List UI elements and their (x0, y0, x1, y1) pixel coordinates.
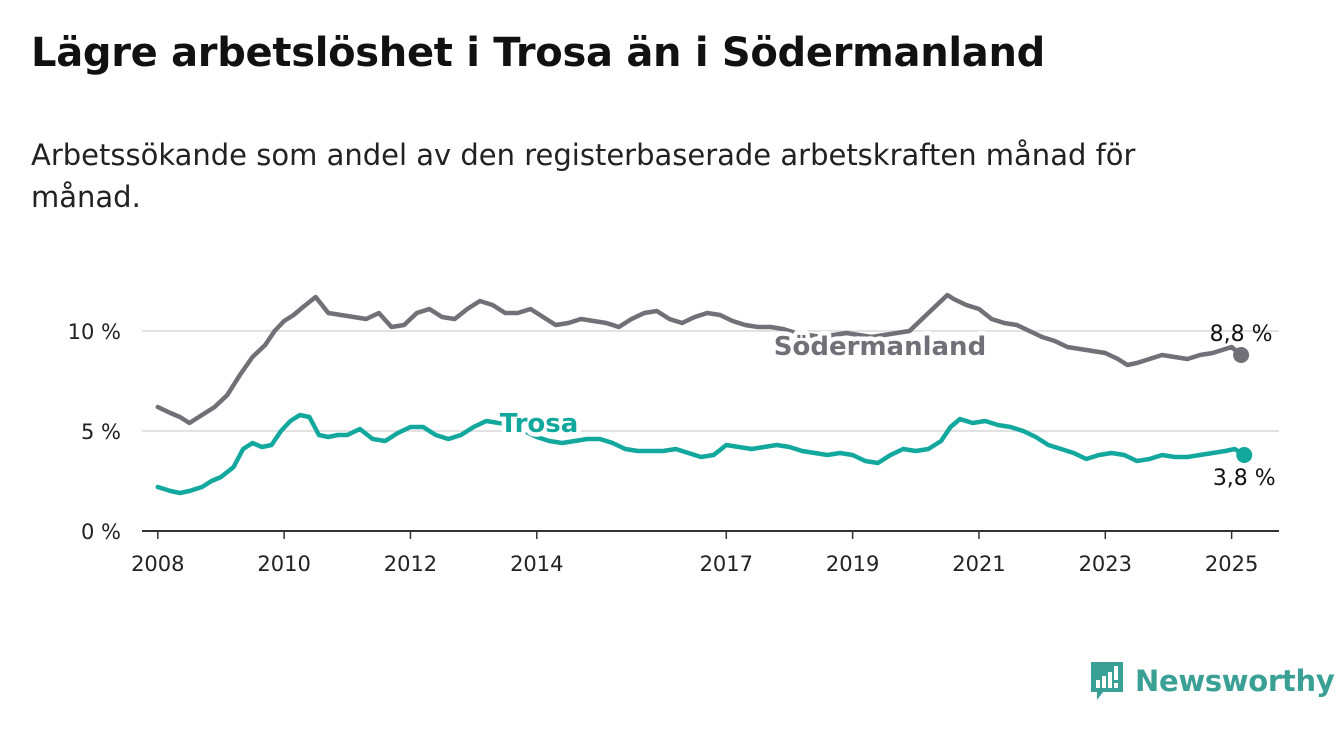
newsworthy-bar-chart-icon (1091, 662, 1123, 700)
end-value-label-trosa: 3,8 % (1213, 466, 1276, 491)
chart-subtitle: Arbetssökande som andel av den registerb… (31, 138, 1136, 214)
series-line-södermanland (155, 292, 1244, 426)
x-tick-label: 2019 (826, 552, 879, 576)
series-line-trosa (155, 412, 1247, 496)
x-tick-label: 2012 (384, 552, 437, 576)
y-tick-label: 5 % (81, 420, 121, 444)
x-tick-label: 2021 (952, 552, 1005, 576)
series-name-label-södermanland: Södermanland (774, 332, 986, 362)
x-axis: 0 % 5 % 10 % 2008 2010 2012 2014 2017 2019 2021 20… (68, 320, 1279, 576)
series-lines (155, 292, 1253, 496)
series-labels: 8,8 % 3,8 % Södermanland Trosa (495, 322, 1276, 491)
y-tick-label: 0 % (81, 520, 121, 544)
end-point-trosa (1236, 447, 1253, 463)
gridlines (142, 330, 1279, 432)
x-tick-label: 2017 (700, 552, 753, 576)
chart-title: Lägre arbetslöshet i Trosa än i Söderman… (31, 30, 1045, 76)
x-tick-label: 2023 (1079, 552, 1132, 576)
newsworthy-logo: Newsworthy (1089, 660, 1335, 702)
x-tick-label: 2014 (510, 552, 563, 576)
x-tick-label: 2010 (257, 552, 310, 576)
series-name-label-trosa: Trosa (500, 409, 579, 439)
end-point-södermanland (1233, 347, 1250, 363)
end-value-label-södermanland: 8,8 % (1210, 322, 1273, 347)
brand-name: Newsworthy (1135, 664, 1335, 698)
y-tick-label: 10 % (68, 320, 121, 344)
x-tick-label: 2008 (131, 552, 184, 576)
x-tick-label: 2025 (1205, 552, 1258, 576)
